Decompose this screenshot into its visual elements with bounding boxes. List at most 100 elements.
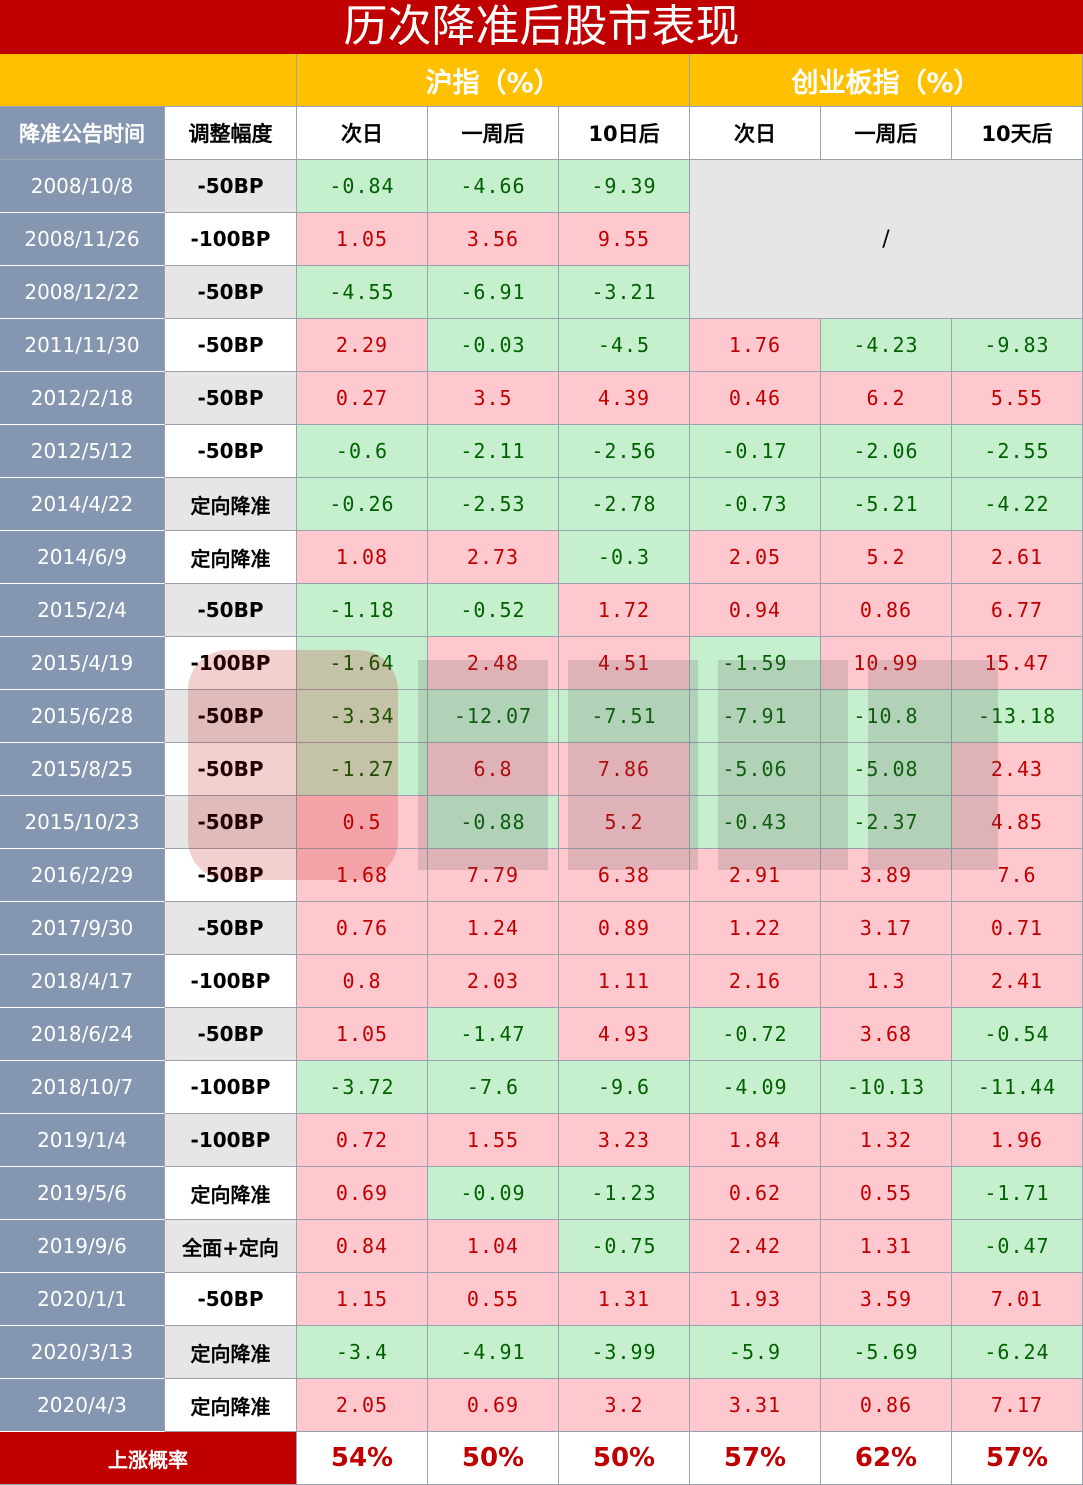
sh-value-next-day: -0.6: [297, 425, 428, 478]
cy-value-one-week: -5.08: [821, 743, 952, 796]
cy-value-next-day: 1.84: [690, 1114, 821, 1167]
cy-value-ten-day: -1.71: [952, 1167, 1083, 1220]
sh-value-one-week: -12.07: [428, 690, 559, 743]
sh-value-one-week: -2.53: [428, 478, 559, 531]
col-header-adjustment: 调整幅度: [165, 107, 297, 160]
row-date: 2016/2/29: [0, 849, 165, 902]
cy-not-available: /: [690, 160, 1083, 319]
row-adjustment: 定向降准: [165, 1167, 297, 1220]
row-date: 2015/6/28: [0, 690, 165, 743]
sh-value-ten-day: 4.93: [559, 1008, 690, 1061]
cy-value-one-week: -2.37: [821, 796, 952, 849]
row-date: 2014/6/9: [0, 531, 165, 584]
sh-value-one-week: 0.69: [428, 1379, 559, 1432]
sh-value-next-day: 0.84: [297, 1220, 428, 1273]
sh-value-one-week: -4.91: [428, 1326, 559, 1379]
row-date: 2008/10/8: [0, 160, 165, 213]
cy-value-next-day: -7.91: [690, 690, 821, 743]
cy-value-next-day: -0.43: [690, 796, 821, 849]
footer-rise-probability: 62%: [821, 1432, 952, 1485]
sh-value-one-week: 1.24: [428, 902, 559, 955]
cy-value-ten-day: -13.18: [952, 690, 1083, 743]
cy-value-ten-day: -2.55: [952, 425, 1083, 478]
row-adjustment: -50BP: [165, 902, 297, 955]
cy-value-ten-day: 0.71: [952, 902, 1083, 955]
cy-value-next-day: -5.06: [690, 743, 821, 796]
row-date: 2018/4/17: [0, 955, 165, 1008]
sh-value-one-week: -4.66: [428, 160, 559, 213]
sh-value-one-week: -6.91: [428, 266, 559, 319]
cy-value-next-day: 2.16: [690, 955, 821, 1008]
sh-value-ten-day: 4.51: [559, 637, 690, 690]
sh-value-next-day: -3.72: [297, 1061, 428, 1114]
row-date: 2008/11/26: [0, 213, 165, 266]
cy-value-ten-day: -0.54: [952, 1008, 1083, 1061]
sh-value-one-week: -0.03: [428, 319, 559, 372]
sh-value-ten-day: 5.2: [559, 796, 690, 849]
table-title: 历次降准后股市表现: [0, 0, 1083, 54]
footer-rise-probability: 50%: [428, 1432, 559, 1485]
sh-value-next-day: -4.55: [297, 266, 428, 319]
row-date: 2012/2/18: [0, 372, 165, 425]
sh-value-one-week: 2.48: [428, 637, 559, 690]
sh-value-ten-day: 7.86: [559, 743, 690, 796]
cy-value-one-week: 1.32: [821, 1114, 952, 1167]
cy-value-next-day: 1.22: [690, 902, 821, 955]
cy-value-ten-day: 15.47: [952, 637, 1083, 690]
header-blank: [0, 54, 297, 107]
sh-value-next-day: -1.64: [297, 637, 428, 690]
cy-value-one-week: 1.31: [821, 1220, 952, 1273]
sh-value-ten-day: 9.55: [559, 213, 690, 266]
cy-value-one-week: 1.3: [821, 955, 952, 1008]
sh-value-one-week: 2.73: [428, 531, 559, 584]
row-adjustment: -50BP: [165, 849, 297, 902]
group-header-chinext: 创业板指（%）: [690, 54, 1083, 107]
cy-value-next-day: 2.05: [690, 531, 821, 584]
row-date: 2008/12/22: [0, 266, 165, 319]
sh-value-next-day: 0.8: [297, 955, 428, 1008]
sh-value-one-week: -0.09: [428, 1167, 559, 1220]
row-date: 2018/10/7: [0, 1061, 165, 1114]
sh-value-one-week: 1.04: [428, 1220, 559, 1273]
cy-value-ten-day: 5.55: [952, 372, 1083, 425]
sh-value-ten-day: 3.2: [559, 1379, 690, 1432]
row-adjustment: -50BP: [165, 319, 297, 372]
sh-value-one-week: -7.6: [428, 1061, 559, 1114]
cy-value-next-day: 0.94: [690, 584, 821, 637]
sh-value-next-day: -0.84: [297, 160, 428, 213]
sh-value-next-day: 1.05: [297, 213, 428, 266]
row-date: 2014/4/22: [0, 478, 165, 531]
cy-value-ten-day: -11.44: [952, 1061, 1083, 1114]
cy-value-ten-day: 6.77: [952, 584, 1083, 637]
row-date: 2019/5/6: [0, 1167, 165, 1220]
row-date: 2015/8/25: [0, 743, 165, 796]
cy-value-one-week: -10.13: [821, 1061, 952, 1114]
cy-value-next-day: 2.42: [690, 1220, 821, 1273]
row-adjustment: -100BP: [165, 955, 297, 1008]
sh-value-one-week: -2.11: [428, 425, 559, 478]
sh-value-one-week: 3.56: [428, 213, 559, 266]
row-adjustment: -50BP: [165, 584, 297, 637]
row-date: 2015/10/23: [0, 796, 165, 849]
sh-value-next-day: -1.27: [297, 743, 428, 796]
row-date: 2011/11/30: [0, 319, 165, 372]
sh-value-one-week: 7.79: [428, 849, 559, 902]
sh-value-one-week: -0.88: [428, 796, 559, 849]
cy-value-one-week: -10.8: [821, 690, 952, 743]
cy-value-next-day: -0.72: [690, 1008, 821, 1061]
cy-value-next-day: 1.93: [690, 1273, 821, 1326]
sh-value-one-week: 2.03: [428, 955, 559, 1008]
row-date: 2019/9/6: [0, 1220, 165, 1273]
sh-value-ten-day: -2.56: [559, 425, 690, 478]
cy-value-next-day: -0.73: [690, 478, 821, 531]
cy-value-next-day: -0.17: [690, 425, 821, 478]
sh-value-one-week: -0.52: [428, 584, 559, 637]
cy-value-next-day: 2.91: [690, 849, 821, 902]
footer-label: 上涨概率: [0, 1432, 297, 1485]
cy-value-ten-day: 2.43: [952, 743, 1083, 796]
cy-value-ten-day: -9.83: [952, 319, 1083, 372]
sh-value-ten-day: -3.21: [559, 266, 690, 319]
sh-value-ten-day: -9.6: [559, 1061, 690, 1114]
sh-value-ten-day: 1.11: [559, 955, 690, 1008]
cy-value-ten-day: -0.47: [952, 1220, 1083, 1273]
